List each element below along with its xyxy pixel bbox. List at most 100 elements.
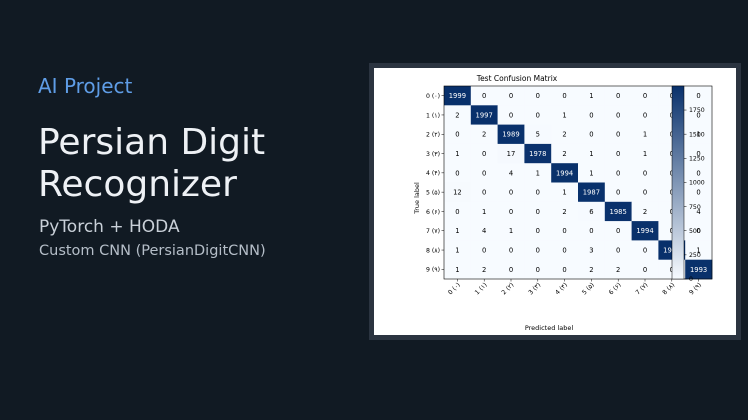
matrix-cell bbox=[631, 221, 659, 241]
cell-value: 1 bbox=[562, 189, 566, 197]
x-tick-label: 3 (۳) bbox=[527, 281, 542, 296]
project-tag: AI Project bbox=[38, 74, 133, 98]
cell-value: 2 bbox=[562, 208, 566, 216]
cell-value: 0 bbox=[643, 92, 647, 100]
matrix-cell bbox=[497, 86, 525, 106]
cell-value: 1 bbox=[455, 227, 459, 235]
colorbar-tick-label: 750 bbox=[689, 204, 701, 211]
x-tick-label: 1 (۱) bbox=[474, 281, 489, 296]
x-tick-label: 4 (۴) bbox=[554, 281, 569, 296]
matrix-cell bbox=[524, 259, 552, 280]
matrix-cell bbox=[578, 240, 606, 260]
cell-value: 0 bbox=[616, 150, 620, 158]
matrix-cell bbox=[604, 182, 632, 203]
matrix-cell bbox=[604, 240, 632, 260]
cell-value: 1989 bbox=[502, 131, 519, 139]
matrix-cell bbox=[631, 163, 659, 183]
model-name: Custom CNN (PersianDigitCNN) bbox=[39, 243, 266, 259]
colorbar-tick-label: 0 bbox=[689, 276, 693, 283]
matrix-cell bbox=[685, 143, 713, 164]
y-tick-label: 3 (۳) bbox=[426, 151, 440, 158]
y-tick-label: 9 (۹) bbox=[426, 267, 440, 274]
cell-value: 1 bbox=[509, 227, 513, 235]
matrix-cell bbox=[551, 143, 579, 164]
x-tick-label: 0 (۰) bbox=[447, 281, 462, 296]
y-axis-label: True label bbox=[413, 182, 421, 215]
cell-value: 0 bbox=[482, 150, 486, 158]
cell-value: 0 bbox=[616, 131, 620, 139]
cell-value: 2 bbox=[616, 266, 620, 274]
colorbar-tick-label: 1750 bbox=[689, 107, 705, 114]
matrix-cell bbox=[524, 163, 552, 183]
matrix-cell bbox=[685, 240, 713, 260]
matrix-cell bbox=[444, 105, 472, 125]
cell-value: 2 bbox=[455, 111, 459, 119]
cell-value: 1997 bbox=[476, 111, 493, 119]
matrix-cell bbox=[551, 259, 579, 280]
x-tick-label: 7 (۷) bbox=[635, 281, 650, 296]
x-tick-label: 9 (۹) bbox=[688, 281, 703, 296]
matrix-cell bbox=[578, 124, 606, 145]
chart-title: Test Confusion Matrix bbox=[476, 74, 558, 83]
matrix-cell bbox=[524, 105, 552, 125]
matrix-cell bbox=[444, 143, 472, 164]
cell-value: 1987 bbox=[583, 189, 600, 197]
matrix-cell bbox=[497, 182, 525, 203]
cell-value: 0 bbox=[589, 111, 593, 119]
cell-value: 0 bbox=[616, 169, 620, 177]
cell-value: 2 bbox=[482, 266, 486, 274]
title-line-1: Persian Digit bbox=[38, 122, 266, 163]
cell-value: 0 bbox=[482, 189, 486, 197]
matrix-cell bbox=[551, 105, 579, 125]
cell-value: 0 bbox=[536, 111, 540, 119]
cell-value: 1 bbox=[696, 131, 700, 139]
cell-value: 0 bbox=[509, 92, 513, 100]
matrix-cell bbox=[470, 124, 498, 145]
matrix-cell bbox=[631, 240, 659, 260]
matrix-cell bbox=[524, 221, 552, 241]
cell-value: 1985 bbox=[610, 208, 627, 216]
matrix-cell bbox=[470, 143, 498, 164]
cell-value: 4 bbox=[509, 169, 513, 177]
matrix-cell bbox=[444, 240, 472, 260]
matrix-cell bbox=[470, 182, 498, 203]
cell-value: 0 bbox=[482, 92, 486, 100]
y-tick-label: 5 (۵) bbox=[426, 189, 440, 196]
matrix-cell bbox=[524, 182, 552, 203]
matrix-cell bbox=[604, 163, 632, 183]
colorbar-tick-label: 1000 bbox=[689, 180, 705, 187]
colorbar-tick-label: 1500 bbox=[689, 131, 705, 138]
matrix-cell bbox=[551, 240, 579, 260]
cell-value: 0 bbox=[562, 246, 566, 254]
matrix-cell bbox=[524, 240, 552, 260]
matrix-cell bbox=[685, 163, 713, 183]
matrix-cell bbox=[551, 182, 579, 203]
matrix-cell bbox=[685, 259, 713, 280]
matrix-cell bbox=[578, 201, 606, 222]
matrix-cell bbox=[631, 86, 659, 106]
matrix-cell bbox=[685, 105, 713, 125]
cell-value: 1 bbox=[455, 246, 459, 254]
cell-value: 1978 bbox=[529, 150, 546, 158]
cell-value: 0 bbox=[616, 92, 620, 100]
matrix-cell bbox=[470, 163, 498, 183]
x-axis-label: Predicted label bbox=[525, 324, 573, 332]
cell-value: 0 bbox=[696, 227, 700, 235]
matrix-cell bbox=[470, 86, 498, 106]
matrix-cell bbox=[578, 221, 606, 241]
cell-value: 0 bbox=[509, 111, 513, 119]
matrix-cell bbox=[497, 163, 525, 183]
cell-value: 0 bbox=[696, 150, 700, 158]
cell-value: 2 bbox=[482, 131, 486, 139]
matrix-cell bbox=[444, 259, 472, 280]
matrix-cell bbox=[497, 105, 525, 125]
cell-value: 5 bbox=[536, 131, 540, 139]
y-tick-label: 0 (۰) bbox=[426, 93, 440, 100]
matrix-cell bbox=[685, 182, 713, 203]
matrix-cell bbox=[604, 86, 632, 106]
matrix-cell bbox=[497, 201, 525, 222]
matrix-cell bbox=[524, 201, 552, 222]
cell-value: 6 bbox=[589, 208, 593, 216]
matrix-cell bbox=[604, 221, 632, 241]
cell-value: 0 bbox=[696, 169, 700, 177]
